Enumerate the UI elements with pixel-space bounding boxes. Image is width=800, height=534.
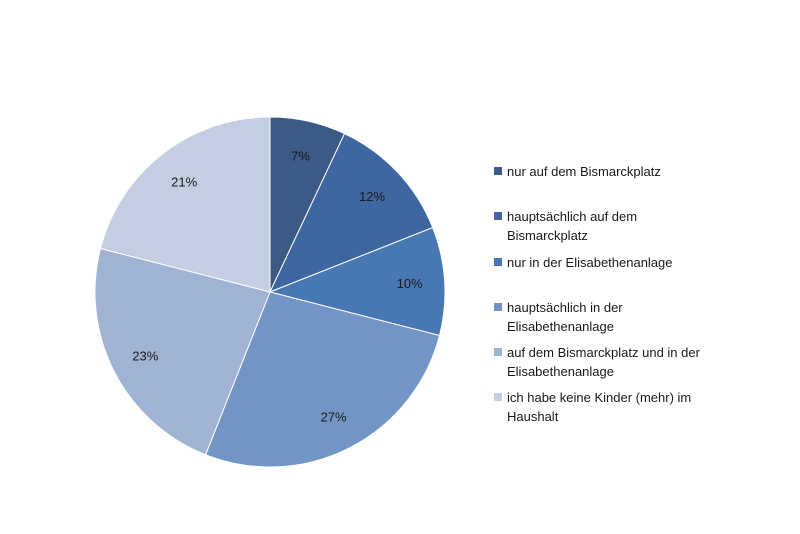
legend-label-5-line-1: auf dem Bismarckplatz und in der [507,345,700,360]
legend-item-6: ich habe keine Kinder (mehr) im Haushalt [494,388,784,426]
legend-swatch-3 [494,258,502,266]
pie-slice-5 [94,247,271,456]
legend-item-2: hauptsächlich auf dem Bismarckplatz [494,207,784,245]
legend-swatch-1 [494,167,502,175]
legend-label-6-line-1: ich habe keine Kinder (mehr) im [507,390,692,405]
legend-item-5: auf dem Bismarckplatz und in der Elisabe… [494,343,784,381]
legend-label-4-line-2: Elisabethenanlage [507,319,614,334]
slice-label-4: 27% [321,410,347,425]
pie-slice-4 [204,291,441,468]
legend-label-4: hauptsächlich in der Elisabethenanlage [507,298,784,336]
legend-label-6-line-2: Haushalt [507,409,559,424]
legend-label-1: nur auf dem Bismarckplatz [507,162,784,181]
legend-label-2-line-2: Bismarckplatz [507,228,588,243]
legend-label-3-line-1: nur in der Elisabethenanlage [507,255,673,270]
slice-label-5: 23% [132,349,158,364]
legend-item-3: nur in der Elisabethenanlage [494,253,784,272]
legend-label-1-line-1: nur auf dem Bismarckplatz [507,164,661,179]
slice-label-3: 10% [397,276,423,291]
legend-swatch-2 [494,212,502,220]
legend-label-5-line-2: Elisabethenanlage [507,364,614,379]
legend-item-4: hauptsächlich in der Elisabethenanlage [494,298,784,336]
legend-label-2-line-1: hauptsächlich auf dem [507,209,638,224]
pie-slice-2 [269,132,434,293]
legend-label-6: ich habe keine Kinder (mehr) im Haushalt [507,388,784,426]
slice-label-2: 12% [359,189,385,204]
legend-label-2: hauptsächlich auf dem Bismarckplatz [507,207,784,245]
legend-label-3: nur in der Elisabethenanlage [507,253,784,272]
slice-label-6: 21% [171,174,197,189]
legend-item-1: nur auf dem Bismarckplatz [494,162,784,181]
legend-swatch-6 [494,393,502,401]
pie-slice-6 [99,116,271,293]
legend-swatch-5 [494,348,502,356]
pie-slice-3 [268,226,446,337]
slice-label-1: 7% [291,148,310,163]
legend-label-4-line-1: hauptsächlich in der [507,300,623,315]
legend-label-5: auf dem Bismarckplatz und in der Elisabe… [507,343,784,381]
legend-swatch-4 [494,303,502,311]
